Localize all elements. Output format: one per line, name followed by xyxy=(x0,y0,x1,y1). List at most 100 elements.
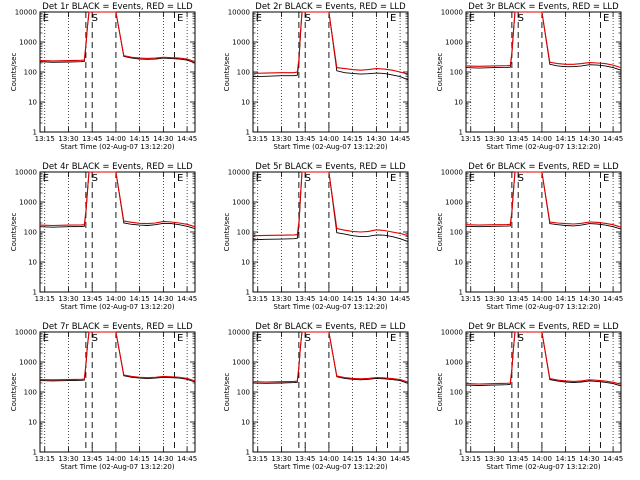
x-tick-label: 14:45 xyxy=(390,135,410,143)
y-tick-label: 1 xyxy=(459,449,463,457)
x-tick-label: 13:30 xyxy=(484,295,504,303)
x-tick-label: 13:15 xyxy=(248,135,268,143)
x-tick-label: 13:15 xyxy=(35,455,55,463)
y-tick-label: 1 xyxy=(33,129,37,137)
plot-frame xyxy=(465,331,622,453)
x-tick-label: 13:45 xyxy=(82,135,102,143)
y-tick-label: 1000 xyxy=(232,199,250,207)
y-tick-label: 1 xyxy=(33,289,37,297)
x-tick-label: 14:15 xyxy=(556,135,576,143)
y-tick-label: 1000 xyxy=(232,39,250,47)
interval-marker-label: E xyxy=(603,13,609,24)
x-tick-label: 13:30 xyxy=(484,455,504,463)
y-tick-label: 10 xyxy=(241,99,250,107)
x-axis-label: Start Time (02-Aug-07 13:12:20) xyxy=(486,303,600,311)
y-axis-label: Counts/sec xyxy=(436,213,444,252)
interval-marker-label: E xyxy=(256,173,262,184)
x-tick-label: 14:00 xyxy=(106,295,126,303)
y-tick-label: 1000 xyxy=(19,39,37,47)
interval-marker-label: E xyxy=(603,333,609,344)
x-tick-label: 13:15 xyxy=(461,455,481,463)
series-line-lld xyxy=(39,11,196,63)
interval-marker-label: S xyxy=(305,13,311,24)
plot-frame xyxy=(252,171,409,293)
x-tick-label: 14:15 xyxy=(556,295,576,303)
y-tick-label: 100 xyxy=(450,389,463,397)
plot-frame xyxy=(39,171,196,293)
y-tick-label: 1 xyxy=(33,449,37,457)
y-axis-label: Counts/sec xyxy=(223,373,231,412)
series-line-lld xyxy=(252,171,409,237)
x-tick-label: 14:30 xyxy=(579,295,599,303)
x-tick-label: 13:45 xyxy=(82,295,102,303)
chart-title: Det 2r BLACK = Events, RED = LLD xyxy=(255,2,406,12)
x-tick-label: 13:30 xyxy=(271,295,291,303)
x-tick-label: 14:30 xyxy=(153,295,173,303)
x-tick-label: 14:15 xyxy=(343,295,363,303)
interval-marker-label: E xyxy=(177,13,183,24)
y-axis-label: Counts/sec xyxy=(223,53,231,92)
y-tick-label: 10 xyxy=(454,259,463,267)
x-tick-label: 13:15 xyxy=(35,295,55,303)
x-tick-label: 13:30 xyxy=(271,455,291,463)
interval-marker-label: E xyxy=(390,13,396,24)
x-tick-label: 13:45 xyxy=(295,135,315,143)
chart-title: Det 6r BLACK = Events, RED = LLD xyxy=(468,162,619,172)
chart-panel-det-1: 1 10 100 1000 10000 13:15 13:30 13:45 14:00 14:15… xyxy=(10,2,197,151)
x-tick-label: 14:30 xyxy=(366,455,386,463)
series-line-lld xyxy=(465,331,622,385)
chart-panel-det-5: 1 10 100 1000 10000 13:15 13:30 13:45 14:00 14:15… xyxy=(223,162,410,311)
y-tick-label: 10000 xyxy=(441,9,463,17)
x-tick-label: 13:15 xyxy=(461,135,481,143)
y-tick-label: 10000 xyxy=(228,9,250,17)
chart-panel-det-6: 1 10 100 1000 10000 13:15 13:30 13:45 14:00 14:15… xyxy=(436,162,623,311)
x-tick-label: 14:30 xyxy=(579,135,599,143)
x-tick-label: 14:00 xyxy=(532,455,552,463)
x-tick-label: 13:30 xyxy=(271,135,291,143)
x-tick-label: 14:45 xyxy=(390,455,410,463)
interval-marker-label: E xyxy=(256,13,262,24)
chart-panel-det-2: 1 10 100 1000 10000 13:15 13:30 13:45 14:00 14:15… xyxy=(223,2,410,151)
series-line-lld xyxy=(39,171,196,228)
interval-marker-label: E xyxy=(390,333,396,344)
chart-panel-det-8: 1 10 100 1000 10000 13:15 13:30 13:45 14:00 14:15… xyxy=(223,322,410,471)
x-tick-label: 13:30 xyxy=(58,135,78,143)
y-tick-label: 1000 xyxy=(232,359,250,367)
interval-marker-label: E xyxy=(43,13,49,24)
x-tick-label: 14:00 xyxy=(319,135,339,143)
y-tick-label: 10000 xyxy=(228,169,250,177)
y-tick-label: 10 xyxy=(28,259,37,267)
x-tick-label: 14:30 xyxy=(366,295,386,303)
interval-marker-label: E xyxy=(469,173,475,184)
y-tick-label: 10000 xyxy=(441,169,463,177)
interval-marker-label: E xyxy=(177,333,183,344)
plot-frame xyxy=(39,331,196,453)
x-tick-label: 13:45 xyxy=(508,455,528,463)
x-tick-label: 14:45 xyxy=(603,295,623,303)
x-tick-label: 14:45 xyxy=(390,295,410,303)
interval-marker-label: S xyxy=(518,173,524,184)
interval-marker-label: S xyxy=(305,333,311,344)
interval-marker-label: E xyxy=(43,333,49,344)
x-tick-label: 14:00 xyxy=(319,455,339,463)
chart-title: Det 9r BLACK = Events, RED = LLD xyxy=(468,322,619,332)
interval-marker-label: S xyxy=(518,333,524,344)
y-tick-label: 100 xyxy=(24,389,37,397)
x-tick-label: 14:15 xyxy=(556,455,576,463)
series-line-lld xyxy=(39,331,196,382)
x-tick-label: 14:15 xyxy=(130,455,150,463)
interval-marker-label: E xyxy=(469,333,475,344)
interval-marker-label: S xyxy=(92,333,98,344)
y-tick-label: 1000 xyxy=(19,359,37,367)
y-tick-label: 10000 xyxy=(15,329,37,337)
interval-marker-label: S xyxy=(305,173,311,184)
x-tick-label: 14:45 xyxy=(177,455,197,463)
x-tick-label: 13:15 xyxy=(461,295,481,303)
x-tick-label: 14:15 xyxy=(343,455,363,463)
y-tick-label: 1 xyxy=(246,289,250,297)
y-tick-label: 100 xyxy=(450,69,463,77)
y-tick-label: 10 xyxy=(28,99,37,107)
y-tick-label: 10 xyxy=(454,99,463,107)
chart-title: Det 8r BLACK = Events, RED = LLD xyxy=(255,322,406,332)
x-tick-label: 14:00 xyxy=(319,295,339,303)
